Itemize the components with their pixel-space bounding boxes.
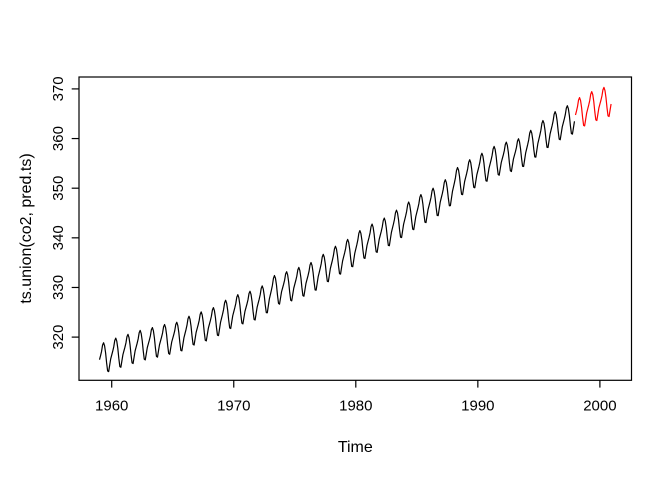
- y-axis: 320 330 340 350 360 370: [50, 76, 79, 350]
- x-tick-label-1960: 1960: [95, 398, 128, 415]
- y-tick-label-320: 320: [50, 325, 67, 350]
- y-tick-label-360: 360: [50, 126, 67, 151]
- x-axis: 1960 1970 1980 1990 2000: [95, 380, 617, 415]
- y-tick-label-330: 330: [50, 275, 67, 300]
- y-axis-title: ts.union(co2, pred.ts): [18, 153, 35, 303]
- y-tick-label-350: 350: [50, 176, 67, 201]
- series-layer: [98, 86, 612, 373]
- x-axis-title: Time: [338, 439, 373, 456]
- x-tick-label-1990: 1990: [461, 398, 494, 415]
- x-tick-label-2000: 2000: [583, 398, 616, 415]
- pred.ts-series-line: [574, 86, 612, 127]
- y-tick-label-340: 340: [50, 225, 67, 250]
- x-tick-label-1970: 1970: [217, 398, 250, 415]
- co2-series-line: [98, 105, 576, 373]
- y-tick-label-370: 370: [50, 76, 67, 101]
- x-tick-label-1980: 1980: [339, 398, 372, 415]
